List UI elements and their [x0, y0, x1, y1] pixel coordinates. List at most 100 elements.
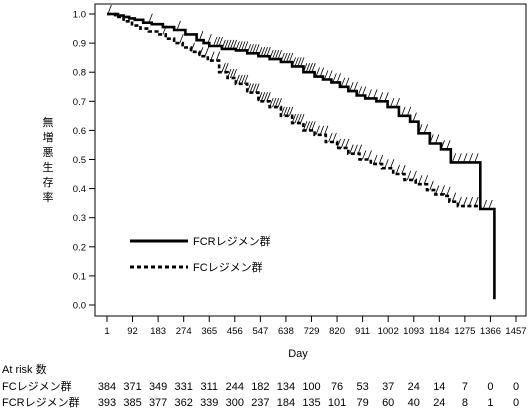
- censor-mark: [227, 68, 232, 79]
- censor-mark: [412, 170, 417, 181]
- censor-mark: [269, 49, 274, 60]
- at-risk-value: 237: [251, 397, 269, 409]
- censor-mark: [319, 125, 325, 135]
- censor-mark: [332, 132, 337, 143]
- censor-mark: [340, 77, 346, 87]
- at-risk-value: 7: [462, 381, 468, 393]
- at-risk-value: 339: [200, 397, 218, 409]
- at-risk-value: 60: [382, 397, 394, 409]
- censor-mark: [451, 192, 457, 202]
- censor-mark: [204, 47, 209, 57]
- censor-mark: [210, 51, 215, 61]
- censor-mark: [297, 57, 302, 67]
- at-risk-value: 371: [123, 381, 141, 393]
- censor-mark: [272, 49, 277, 60]
- censor-mark: [300, 113, 305, 124]
- censor-mark: [229, 68, 235, 79]
- censor-mark: [232, 68, 237, 79]
- censor-mark: [249, 83, 254, 93]
- censor-mark: [340, 138, 346, 149]
- at-risk-value: 8: [462, 397, 468, 409]
- censor-mark: [274, 97, 280, 108]
- at-risk-row-label: FCRレジメン群: [2, 395, 80, 409]
- at-risk-value: 14: [433, 381, 445, 393]
- censor-mark: [277, 49, 282, 60]
- censor-mark: [349, 81, 354, 92]
- y-axis: 0.0 0.1 0.2 0.3 0.4 0.5 0.6 0.7 0.8 0.9 1.0: [73, 10, 95, 312]
- censor-mark: [263, 92, 268, 102]
- censor-mark: [440, 185, 445, 195]
- censor-mark: [373, 154, 378, 165]
- censor-mark: [266, 92, 271, 102]
- censor-mark: [294, 113, 299, 124]
- censor-mark: [488, 199, 493, 210]
- x-tick-label: 820: [329, 326, 345, 337]
- censor-mark: [373, 89, 378, 99]
- censor-mark: [179, 33, 184, 44]
- at-risk-value: 393: [98, 397, 116, 409]
- censor-mark: [332, 73, 337, 83]
- censor-mark: [224, 63, 229, 73]
- censor-mark: [252, 44, 257, 54]
- censor-mark: [246, 83, 252, 93]
- censor-mark: [349, 144, 354, 154]
- censor-mark: [266, 47, 271, 57]
- at-risk-value: 0: [513, 381, 519, 393]
- at-risk-value: 0: [487, 381, 493, 393]
- series-line-fc: [107, 12, 482, 208]
- x-tick-label: 547: [252, 326, 268, 337]
- legend: FCRレジメン群 FCレジメン群: [130, 234, 271, 274]
- censor-mark: [367, 150, 372, 160]
- x-tick-label: 729: [304, 326, 320, 337]
- at-risk-value: 79: [357, 397, 369, 409]
- censor-mark: [238, 41, 243, 51]
- y-axis-label-char: 無: [43, 115, 54, 129]
- x-tick-label: 1366: [480, 326, 501, 337]
- censor-mark: [162, 25, 167, 35]
- censor-mark: [207, 33, 212, 44]
- censor-mark: [345, 77, 350, 87]
- at-risk-value: 135: [302, 397, 320, 409]
- censor-mark: [336, 73, 341, 83]
- censor-mark: [361, 150, 367, 160]
- censor-mark: [269, 97, 274, 108]
- censor-mark: [440, 140, 445, 150]
- censor-mark: [283, 52, 288, 63]
- x-tick-label: 638: [278, 326, 294, 337]
- censor-mark: [272, 97, 277, 108]
- censor-mark: [215, 36, 221, 47]
- censor-mark: [446, 140, 451, 150]
- at-risk-values: 384 371 349 331 311 244 182 134 100 76 53 37 24 14 7 0 0…: [98, 381, 519, 409]
- at-risk-value: 244: [226, 381, 244, 393]
- at-risk-value: 349: [149, 381, 167, 393]
- censor-mark: [176, 20, 181, 31]
- censor-mark: [311, 121, 316, 131]
- censor-mark: [463, 153, 468, 163]
- censor-mark: [446, 186, 451, 197]
- censor-mark: [252, 83, 257, 93]
- censor-mark: [241, 74, 246, 84]
- censor-mark: [283, 106, 288, 116]
- censor-mark: [378, 154, 384, 165]
- at-risk-value: 384: [98, 381, 116, 393]
- y-tick-label: 0.7: [73, 97, 86, 108]
- at-risk-row-label: FCレジメン群: [2, 379, 72, 393]
- censor-mark: [224, 39, 229, 50]
- x-tick-label: 1275: [454, 326, 475, 337]
- y-tick-label: 0.6: [73, 126, 86, 137]
- censor-mark: [361, 86, 367, 96]
- censor-mark: [294, 57, 299, 67]
- x-tick-label: 1: [104, 326, 109, 337]
- censor-mark: [288, 106, 294, 116]
- censor-mark: [297, 113, 302, 124]
- censor-mark: [288, 52, 294, 63]
- censor-mark: [308, 63, 313, 73]
- at-risk-value: 101: [328, 397, 346, 409]
- censor-mark: [353, 81, 358, 92]
- y-tick-label: 0.9: [73, 39, 86, 50]
- censor-mark: [260, 92, 266, 102]
- y-tick-label: 0.3: [73, 213, 86, 224]
- at-risk-value: 0: [513, 397, 519, 409]
- at-risk-value: 300: [226, 397, 244, 409]
